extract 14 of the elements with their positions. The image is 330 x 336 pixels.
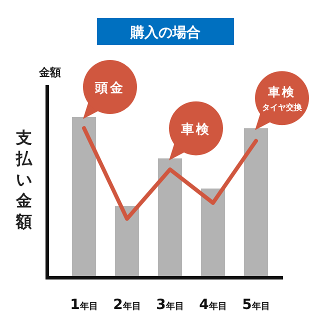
- callout: 車検 タイヤ交換: [255, 71, 309, 130]
- x-tick-label: 1年目: [70, 297, 98, 313]
- x-tick-label: 3年目: [156, 297, 184, 313]
- callout: 車検: [169, 101, 223, 160]
- callout: 頭金: [83, 60, 137, 119]
- bar: [201, 188, 225, 276]
- x-tick-label: 5年目: [242, 297, 270, 313]
- chart-title: 購入の場合: [130, 25, 200, 41]
- bar: [115, 206, 139, 276]
- x-tick-label: 2年目: [113, 297, 141, 313]
- x-tick-label: 4年目: [199, 297, 227, 313]
- annotation: 車検: [180, 122, 211, 138]
- text: 金額: [38, 66, 61, 79]
- y-axis-title: 支払い金額: [15, 128, 33, 231]
